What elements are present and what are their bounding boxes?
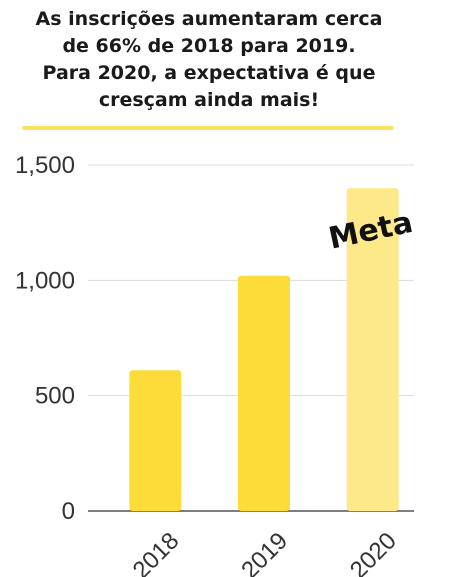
title-line-1: As inscrições aumentaram cerca: [35, 8, 383, 30]
y-tick-label: 1,000: [15, 267, 75, 294]
x-tick-label: 2019: [236, 527, 293, 577]
y-tick-label: 500: [35, 383, 75, 410]
bar-2018: [129, 370, 182, 511]
bar-2019: [238, 275, 290, 511]
bar-2020: [346, 188, 399, 512]
title-line-4: cresçam ainda mais!: [98, 89, 320, 111]
title-underline: [22, 126, 394, 130]
x-tick-label: 2020: [345, 527, 402, 577]
title-line-2: de 66% de 2018 para 2019.: [62, 35, 356, 57]
title-line-3: Para 2020, a expectativa é que: [42, 62, 376, 84]
chart-title: As inscrições aumentaram cerca de 66% de…: [0, 6, 418, 114]
y-tick-label: 1,500: [15, 152, 75, 179]
x-tick-label: 2018: [128, 527, 185, 577]
y-tick-label: 0: [62, 498, 75, 525]
